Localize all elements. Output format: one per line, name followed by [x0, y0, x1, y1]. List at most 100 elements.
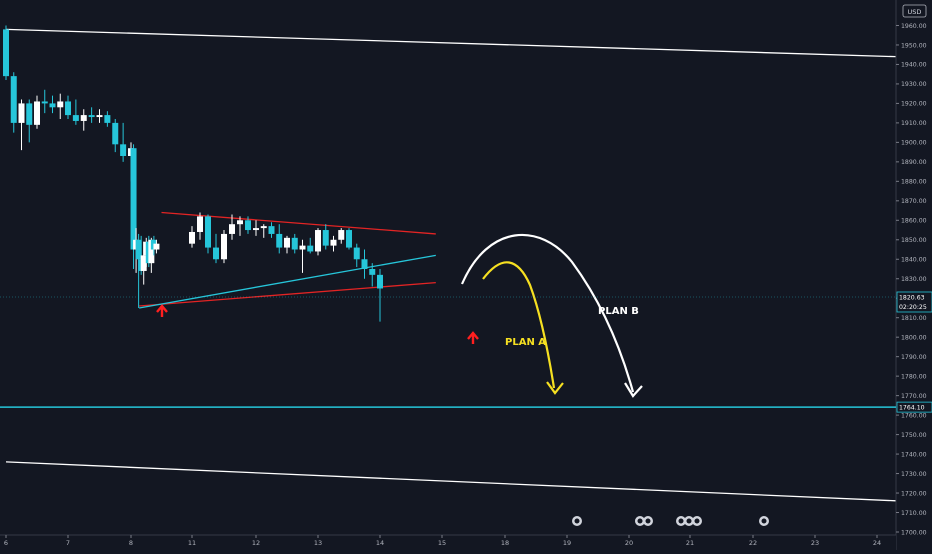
- event-icon[interactable]: [684, 516, 694, 526]
- candle-body[interactable]: [57, 101, 64, 108]
- candle-body[interactable]: [260, 226, 267, 229]
- candle-body[interactable]: [3, 29, 9, 77]
- price-tick-label: 1870.00: [901, 198, 927, 205]
- plan-a-label: PLAN A: [505, 337, 546, 348]
- candle-body[interactable]: [268, 226, 275, 234]
- event-icon[interactable]: [692, 516, 702, 526]
- price-tick-label: 1940.00: [901, 62, 927, 69]
- candle-body[interactable]: [330, 239, 337, 246]
- price-tick-label: 1860.00: [901, 218, 927, 225]
- plan-b-arrow: [460, 233, 635, 393]
- candle-body[interactable]: [41, 101, 48, 104]
- currency-label: USD: [908, 8, 922, 16]
- candle-body[interactable]: [369, 269, 376, 275]
- time-tick-label: 12: [252, 539, 260, 547]
- price-tick-label: 1810.00: [901, 315, 927, 322]
- candle-body[interactable]: [315, 230, 321, 252]
- price-tick-label: 1770.00: [901, 393, 927, 400]
- candle-body[interactable]: [112, 122, 119, 145]
- candle-body[interactable]: [205, 216, 211, 248]
- candle-body[interactable]: [322, 230, 329, 246]
- candle-body[interactable]: [213, 247, 219, 260]
- candle-body[interactable]: [10, 76, 17, 123]
- candle-body[interactable]: [276, 233, 283, 248]
- support-level-badge: [896, 401, 932, 413]
- currency-button[interactable]: USD: [902, 4, 927, 18]
- price-tick-label: 1880.00: [901, 179, 927, 186]
- candle-body[interactable]: [135, 239, 142, 260]
- candle-body[interactable]: [130, 148, 137, 250]
- candle-body[interactable]: [197, 216, 203, 232]
- time-tick-label: 7: [66, 539, 70, 547]
- price-tick-label: 1960.00: [901, 23, 927, 30]
- candle-body[interactable]: [299, 245, 306, 250]
- candle-body[interactable]: [237, 220, 243, 225]
- price-tick-label: 1730.00: [901, 471, 927, 478]
- candle-body[interactable]: [148, 239, 155, 264]
- candle-body[interactable]: [88, 115, 95, 118]
- candle-body[interactable]: [377, 274, 383, 289]
- event-icon[interactable]: [643, 516, 653, 526]
- candle-body[interactable]: [245, 220, 251, 231]
- time-tick-label: 24: [873, 539, 881, 547]
- event-icon[interactable]: [676, 516, 686, 526]
- candle-body[interactable]: [338, 230, 345, 240]
- plan-a-arrow-head: [546, 381, 564, 395]
- time-axis-panel[interactable]: [0, 535, 896, 550]
- candle-body[interactable]: [65, 101, 71, 116]
- price-tick-label: 1930.00: [901, 81, 927, 88]
- candle-body[interactable]: [140, 255, 147, 271]
- candle-body[interactable]: [307, 245, 314, 252]
- price-axis: 1960.00 1950.00 1940.00 1930.00 1920.00 1910.…: [896, 23, 927, 536]
- price-axis-panel[interactable]: [896, 0, 932, 550]
- time-tick-label: 14: [376, 539, 384, 547]
- candle-layer: [3, 25, 383, 322]
- candle-body[interactable]: [221, 233, 227, 260]
- red-arrow-up-right: [467, 331, 479, 344]
- candle-body[interactable]: [189, 231, 195, 244]
- time-tick-label: 18: [501, 539, 509, 547]
- time-tick-label: 8: [129, 539, 133, 547]
- candle-countdown: 02:20:25: [899, 304, 927, 311]
- candle-body[interactable]: [104, 115, 111, 123]
- price-tick-label: 1740.00: [901, 451, 927, 458]
- trendline-upper-red: [161, 211, 436, 235]
- candle-body[interactable]: [96, 115, 103, 118]
- candle-body[interactable]: [80, 115, 87, 121]
- red-arrow-up-left: [156, 304, 168, 317]
- candle-body[interactable]: [291, 237, 298, 250]
- candle-body[interactable]: [120, 144, 127, 157]
- trendline-lower-red: [139, 281, 436, 307]
- candle-body[interactable]: [18, 103, 25, 123]
- candle-body[interactable]: [26, 103, 33, 125]
- candle-body[interactable]: [229, 224, 235, 234]
- price-tick-label: 1760.00: [901, 412, 927, 419]
- level-layer: 1764.10 1820.63 02:20:25: [0, 291, 932, 413]
- candle-body[interactable]: [346, 230, 352, 248]
- support-level-value: 1764.10: [899, 405, 925, 412]
- trendline-upper-channel: [5, 28, 897, 58]
- candle-body[interactable]: [153, 243, 160, 250]
- price-tick-label: 1890.00: [901, 159, 927, 166]
- candle-body[interactable]: [49, 103, 56, 108]
- candle-body[interactable]: [72, 115, 79, 121]
- time-tick-label: 22: [749, 539, 757, 547]
- event-icon[interactable]: [759, 516, 769, 526]
- event-icon[interactable]: [635, 516, 645, 526]
- time-tick-label: 13: [314, 539, 322, 547]
- price-tick-label: 1850.00: [901, 237, 927, 244]
- price-tick-label: 1700.00: [901, 529, 927, 536]
- candle-body[interactable]: [361, 259, 368, 269]
- event-icon[interactable]: [572, 516, 582, 526]
- candle-body[interactable]: [253, 228, 259, 231]
- time-tick-label: 11: [188, 539, 196, 547]
- candle-body[interactable]: [34, 101, 40, 125]
- plan-b-arrow-head: [624, 382, 643, 398]
- candle-body[interactable]: [284, 237, 290, 248]
- drawing-layer: PLAN A PLAN B: [156, 233, 643, 398]
- candle-body[interactable]: [353, 247, 360, 260]
- current-price-badge: [896, 291, 932, 313]
- price-tick-label: 1780.00: [901, 373, 927, 380]
